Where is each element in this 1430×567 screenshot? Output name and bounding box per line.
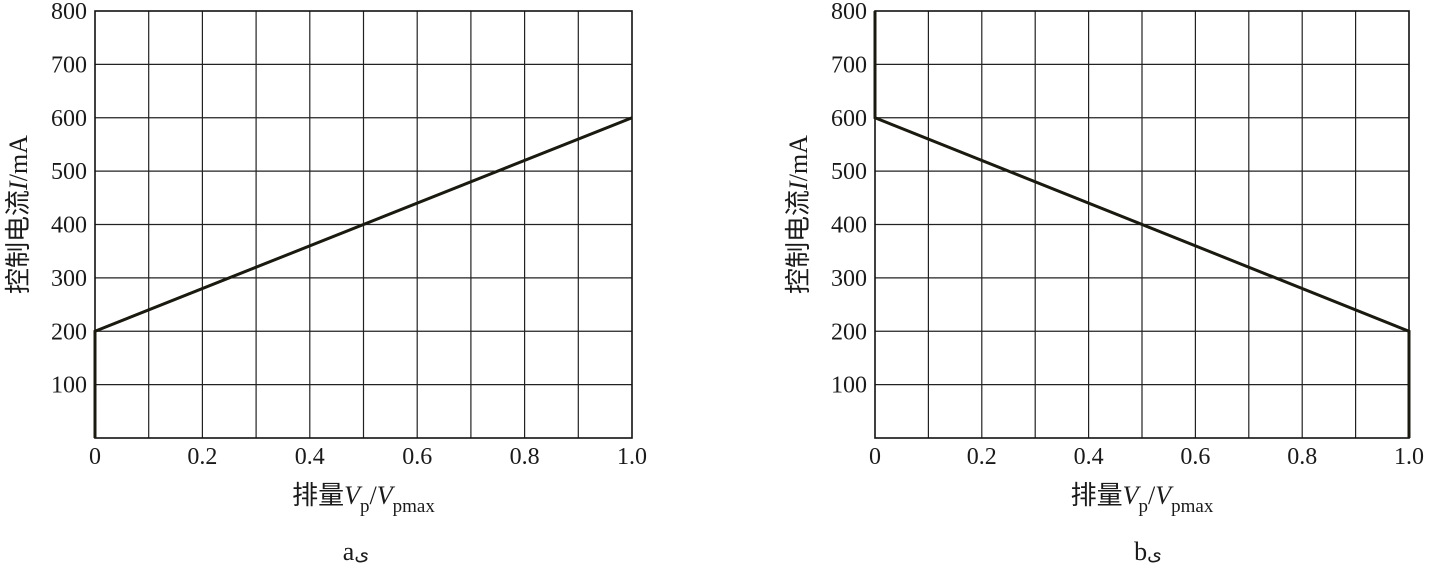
x-axis-label-part: pmax [1171,496,1214,517]
y-axis-label-part: I [4,180,33,191]
x-tick-label: 0.8 [1287,444,1317,470]
x-tick-label: 1.0 [1394,444,1424,470]
y-axis-label-part: 控制电流 [784,190,813,294]
y-axis-label: 控制电流I/mA [4,135,33,294]
plot-frame [874,10,1410,439]
y-tick-label: 500 [51,159,87,185]
x-axis-label-part: pmax [393,496,436,517]
x-axis-label-part: V [344,481,363,510]
x-axis-label-part: 排量 [1071,481,1123,510]
chart-panel-a: 0 0.2 0.4 0.6 0.8 1.0 100 200 300 400 500 600 700 800… [4,0,647,566]
x-axis-label: 排量Vp/Vpmax [1071,481,1214,517]
y-axis-label-part: 控制电流 [4,190,33,294]
x-tick-label: 0.2 [187,444,217,470]
y-tick-label: 500 [831,159,867,185]
x-tick-label: 0.8 [510,444,540,470]
chart-panel-b: 0 0.2 0.4 0.6 0.8 1.0 100 200 300 400 500 600 700 800… [784,0,1424,566]
x-axis-label-part: V [1123,481,1142,510]
panel-caption: aی [343,537,369,566]
y-tick-label: 400 [51,213,87,239]
y-tick-label: 800 [831,0,867,25]
panel-caption-letter: b [1134,537,1147,566]
y-tick-label: 600 [831,106,867,132]
panel-caption-mark: ی [354,544,369,565]
x-axis-label-part: 排量 [292,481,344,510]
panel-caption-letter: a [343,537,355,566]
y-tick-label: 100 [831,373,867,399]
panel-caption: bی [1134,537,1162,566]
y-axis-label-part: /mA [784,135,813,181]
x-axis-label-part: / [1148,481,1156,510]
x-tick-label: 0.6 [1180,444,1210,470]
y-tick-label: 700 [51,52,87,78]
x-axis-label-part: V [1155,481,1174,510]
x-axis-label: 排量Vp/Vpmax [292,481,435,517]
y-tick-label: 700 [831,52,867,78]
x-tick-label: 0.4 [1074,444,1104,470]
series-line [873,11,1411,438]
x-axis-label-part: / [370,481,378,510]
y-tick-label: 400 [831,213,867,239]
x-tick-label: 0.6 [402,444,432,470]
x-tick-label: 0.2 [967,444,997,470]
y-tick-label: 200 [51,319,87,345]
y-tick-label: 300 [51,266,87,292]
x-axis-label-part: p [360,496,370,517]
x-tick-label: 0 [869,444,881,470]
y-axis-label: 控制电流I/mA [784,135,813,294]
y-tick-label: 600 [51,106,87,132]
plot-frame [94,10,633,439]
y-tick-label: 100 [51,373,87,399]
y-tick-label: 200 [831,319,867,345]
panel-caption-mark: ی [1147,544,1162,565]
x-axis-label-part: V [377,481,396,510]
y-axis-label-part: /mA [4,135,33,181]
x-tick-label: 1.0 [617,444,647,470]
x-tick-label: 0.4 [295,444,325,470]
x-axis-label-part: p [1139,496,1149,517]
y-tick-label: 300 [831,266,867,292]
y-axis-label-part: I [784,180,813,191]
y-tick-label: 800 [51,0,87,25]
x-tick-label: 0 [89,444,101,470]
